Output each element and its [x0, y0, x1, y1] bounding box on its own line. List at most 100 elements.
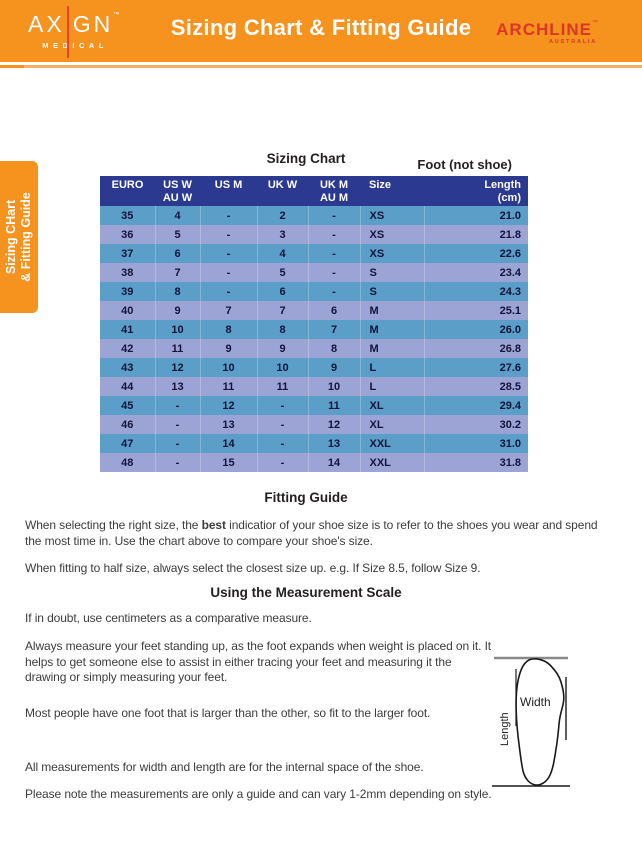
table-cell: 15: [200, 453, 258, 472]
table-cell: -: [308, 225, 361, 244]
table-cell: L: [360, 358, 425, 377]
archline-wordmark: ARCHLINE: [496, 20, 592, 39]
sizing-chart-title: Sizing Chart: [266, 151, 346, 166]
table-cell: 44: [100, 377, 156, 396]
table-cell: 10: [308, 377, 361, 396]
table-cell: -: [308, 244, 361, 263]
table-cell: XS: [360, 206, 425, 225]
sizing-table-header: EURO US W AU W US M UK W UK M AU M Size Length (c…: [100, 176, 528, 206]
column-header: US W AU W: [155, 176, 200, 206]
axign-word-left: AX: [28, 11, 65, 37]
table-cell: 29.4: [499, 399, 521, 412]
table-cell: 27.6: [499, 361, 521, 374]
table-row: 42 11 9 9 8 M 26.8: [100, 339, 528, 358]
side-tab-line2: & Fitting Guide: [19, 192, 33, 282]
table-cell: 6: [155, 244, 201, 263]
fitting-guide-paragraph-1: When selecting the right size, the best …: [25, 518, 617, 549]
table-cell: 10: [257, 358, 309, 377]
table-row: 41 10 8 8 7 M 26.0: [100, 320, 528, 339]
foot-outline: [515, 658, 565, 786]
table-row: 36 5-3- XS 21.8: [100, 225, 528, 244]
sizing-table-body: 35 4-2- XS 21.0 36 5-3- XS 21.8 37 6-4- XS 22.6 38 7-…: [100, 206, 528, 472]
table-cell: 28.5: [499, 380, 521, 393]
header-rule-accent: [0, 65, 24, 68]
table-cell: S: [360, 263, 425, 282]
table-cell: 13: [308, 434, 361, 453]
table-cell: 2: [257, 206, 309, 225]
table-cell: 7: [308, 320, 361, 339]
table-row: 43 12 10 10 9 L 27.6: [100, 358, 528, 377]
table-cell: 42: [100, 339, 156, 358]
foot-measurement-diagram: Width Length: [492, 656, 570, 787]
table-cell: 11: [155, 339, 201, 358]
table-cell: S: [360, 282, 425, 301]
table-cell: 10: [200, 358, 258, 377]
measurement-paragraph-2: Always measure your feet standing up, as…: [25, 639, 492, 684]
table-cell: 22.6: [499, 247, 521, 260]
axign-wordmark: AX GN ™: [28, 11, 122, 38]
sizing-table: EURO US W AU W US M UK W UK M AU M Size Length (c…: [100, 176, 528, 472]
column-header: UK W: [257, 176, 308, 206]
archline-subtitle: AUSTRALIA: [549, 39, 597, 45]
table-cell: M: [360, 339, 425, 358]
side-tab-label: Sizing CHart & Fitting Guide: [0, 161, 38, 313]
measurement-paragraph-4: All measurements for width and length ar…: [25, 760, 424, 774]
column-header: Size: [360, 176, 424, 206]
table-cell: 26.8: [499, 342, 521, 355]
table-cell: 6: [257, 282, 309, 301]
table-cell: 7: [155, 263, 201, 282]
table-row: 47-14-13 XXL 31.0: [100, 434, 528, 453]
table-cell: 10: [155, 320, 201, 339]
table-cell: 14: [200, 434, 258, 453]
column-header: UK M AU M: [308, 176, 360, 206]
paragraph-text: When selecting the right size, the: [25, 518, 202, 532]
paragraph-text: indicatior of your shoe size is to refer…: [25, 518, 598, 548]
table-cell: -: [257, 415, 309, 434]
table-cell: 41: [100, 320, 156, 339]
table-cell: 36: [100, 225, 156, 244]
table-cell: -: [257, 434, 309, 453]
table-cell: 12: [155, 358, 201, 377]
measurement-paragraph-5: Please note the measurements are only a …: [25, 787, 492, 801]
width-label: Width: [520, 695, 551, 709]
table-cell: XS: [360, 244, 425, 263]
table-cell: 4: [257, 244, 309, 263]
table-cell: 5: [257, 263, 309, 282]
table-cell: -: [257, 453, 309, 472]
header-row: EURO US W AU W US M UK W UK M AU M Size Length (c…: [100, 176, 528, 206]
table-cell: 35: [100, 206, 156, 225]
axign-word-right: GN: [72, 11, 114, 37]
axign-red-line: [67, 6, 69, 58]
table-cell: -: [200, 206, 258, 225]
table-cell: 11: [200, 377, 258, 396]
table-cell: 9: [200, 339, 258, 358]
table-cell: 23.4: [499, 266, 521, 279]
table-cell: -: [155, 434, 201, 453]
axign-subtitle: MEDICAL: [42, 41, 108, 50]
archline-tm-mark: ™: [592, 20, 598, 26]
table-row: 40 9 7 7 6 M 25.1: [100, 301, 528, 320]
table-cell: 14: [308, 453, 361, 472]
table-cell: 31.8: [499, 456, 521, 469]
axign-tm-mark: ™: [113, 12, 123, 18]
measurement-paragraph-3: Most people have one foot that is larger…: [25, 706, 431, 720]
table-cell: 4: [155, 206, 201, 225]
table-cell: 46: [100, 415, 156, 434]
table-cell: 5: [155, 225, 201, 244]
side-tab-sizing-chart: Sizing CHart & Fitting Guide: [0, 161, 38, 313]
table-cell: 37: [100, 244, 156, 263]
measurement-scale-heading: Using the Measurement Scale: [210, 585, 402, 600]
fitting-guide-paragraph-2: When fitting to half size, always select…: [25, 561, 481, 575]
table-cell: XL: [360, 415, 425, 434]
table-cell: XXL: [360, 453, 425, 472]
table-cell: 8: [257, 320, 309, 339]
table-cell: 48: [100, 453, 156, 472]
table-row: 38 7-5- S 23.4: [100, 263, 528, 282]
table-cell: -: [308, 206, 361, 225]
foot-not-shoe-label: Foot (not shoe): [417, 157, 512, 172]
table-cell: -: [257, 396, 309, 415]
table-cell: -: [200, 282, 258, 301]
fitting-guide-heading: Fitting Guide: [264, 490, 348, 505]
table-row: 39 8-6- S 24.3: [100, 282, 528, 301]
table-cell: 3: [257, 225, 309, 244]
